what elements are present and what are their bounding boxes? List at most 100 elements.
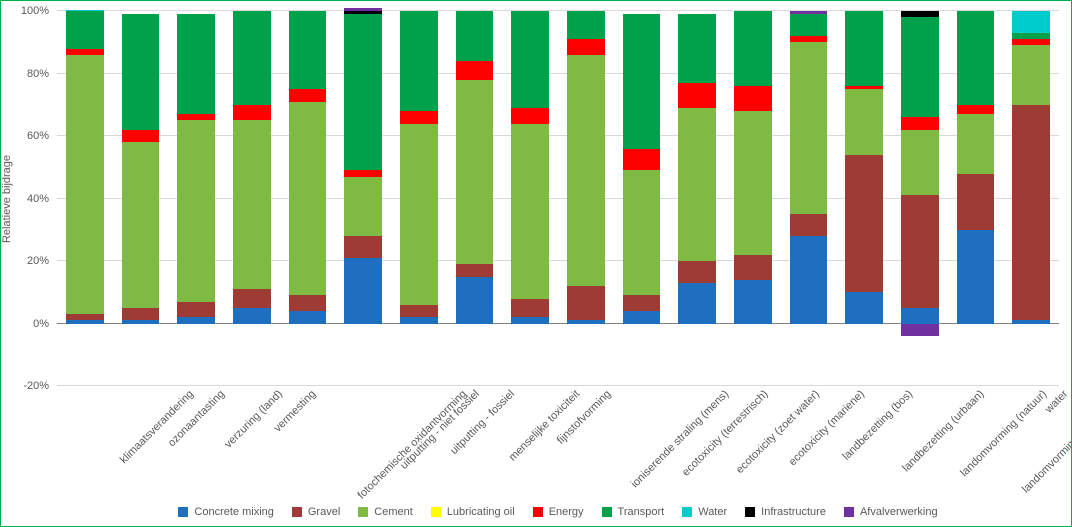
bar-segment: [734, 11, 772, 86]
bar-segment: [567, 320, 605, 323]
bar-column: [400, 11, 438, 386]
bar-segment: [66, 320, 104, 323]
legend-item: Cement: [358, 506, 413, 518]
bar-segment: [233, 289, 271, 308]
bar-segment: [623, 14, 661, 148]
bar-segment: [901, 117, 939, 130]
bar-segment: [122, 320, 160, 323]
legend-label: Cement: [374, 506, 413, 518]
x-tick-label: ozonaantasting: [166, 388, 227, 449]
plot-area: [57, 11, 1059, 386]
bar-segment: [289, 102, 327, 296]
bar-segment: [623, 149, 661, 171]
bar-segment: [845, 86, 883, 89]
bar-column: [567, 11, 605, 386]
bar-segment: [901, 17, 939, 117]
bar-segment: [678, 283, 716, 324]
bar-segment: [678, 14, 716, 83]
bar-segment: [845, 292, 883, 323]
bar-segment: [289, 11, 327, 89]
chart-frame: Relatieve bijdrage -20%0%20%40%60%80%100…: [0, 0, 1072, 527]
bar-column: [66, 11, 104, 386]
y-tick-label: 60%: [27, 130, 49, 142]
bar-column: [957, 11, 995, 386]
bar-segment: [344, 258, 382, 324]
bar-column: [456, 11, 494, 386]
bar-segment: [122, 130, 160, 143]
bar-segment: [957, 11, 995, 105]
bar-segment: [344, 8, 382, 11]
bar-segment: [400, 111, 438, 124]
bar-segment: [734, 255, 772, 280]
y-tick-label: 20%: [27, 255, 49, 267]
bar-column: [845, 11, 883, 386]
bar-segment: [845, 11, 883, 86]
bar-segment: [177, 302, 215, 318]
bar-segment: [901, 11, 939, 17]
bar-segment: [177, 14, 215, 114]
y-tick-label: -20%: [23, 380, 49, 392]
bar-segment: [66, 55, 104, 314]
bar-segment: [845, 89, 883, 155]
legend: Concrete mixing Gravel Cement Lubricating o…: [57, 506, 1059, 518]
bar-column: [233, 11, 271, 386]
bar-segment: [678, 108, 716, 261]
bar-segment: [456, 61, 494, 80]
bar-segment: [344, 177, 382, 236]
bar-segment: [456, 264, 494, 277]
legend-item: Afvalverwerking: [844, 506, 938, 518]
bar-segment: [901, 195, 939, 308]
bar-segment: [790, 14, 828, 36]
legend-swatch: [358, 507, 368, 517]
bar-segment: [233, 105, 271, 121]
bar-segment: [289, 295, 327, 311]
bar-segment: [790, 42, 828, 214]
bar-segment: [233, 11, 271, 105]
y-axis-title: Relatieve bijdrage: [1, 154, 13, 242]
legend-item: Lubricating oil: [431, 506, 515, 518]
bar-segment: [66, 49, 104, 55]
y-tick-label: 100%: [21, 5, 49, 17]
bar-segment: [66, 10, 104, 11]
bar-segment: [1012, 33, 1050, 39]
bar-segment: [734, 111, 772, 255]
bar-segment: [567, 286, 605, 320]
legend-label: Lubricating oil: [447, 506, 515, 518]
bar-segment: [623, 311, 661, 324]
bar-segment: [678, 261, 716, 283]
bar-segment: [400, 11, 438, 111]
bar-segment: [567, 55, 605, 286]
bar-segment: [790, 11, 828, 14]
bar-segment: [122, 308, 160, 321]
bar-segment: [344, 14, 382, 170]
bar-segment: [511, 124, 549, 299]
bar-segment: [623, 295, 661, 311]
bar-segment: [66, 314, 104, 320]
bar-segment: [122, 14, 160, 130]
bar-segment: [344, 236, 382, 258]
bar-segment: [790, 36, 828, 42]
bar-segment: [177, 114, 215, 120]
bar-segment: [289, 311, 327, 324]
bar-segment: [511, 317, 549, 323]
legend-item: Concrete mixing: [178, 506, 273, 518]
legend-item: Energy: [533, 506, 584, 518]
legend-swatch: [178, 507, 188, 517]
legend-label: Concrete mixing: [194, 506, 273, 518]
legend-label: Transport: [618, 506, 665, 518]
x-axis-labels: klimaatsveranderingozonaantastingverzuri…: [57, 388, 1059, 488]
bar-segment: [233, 308, 271, 324]
bar-column: [734, 11, 772, 386]
bar-column: [790, 11, 828, 386]
bar-segment: [623, 170, 661, 295]
legend-swatch: [533, 507, 543, 517]
legend-label: Gravel: [308, 506, 340, 518]
bar-segment: [957, 230, 995, 324]
y-tick-label: 0%: [33, 318, 49, 330]
x-tick-label: water: [1043, 388, 1071, 416]
bar-segment: [1012, 320, 1050, 323]
bar-segment: [1012, 39, 1050, 45]
legend-label: Afvalverwerking: [860, 506, 938, 518]
bar-segment: [456, 277, 494, 324]
bar-column: [122, 11, 160, 386]
